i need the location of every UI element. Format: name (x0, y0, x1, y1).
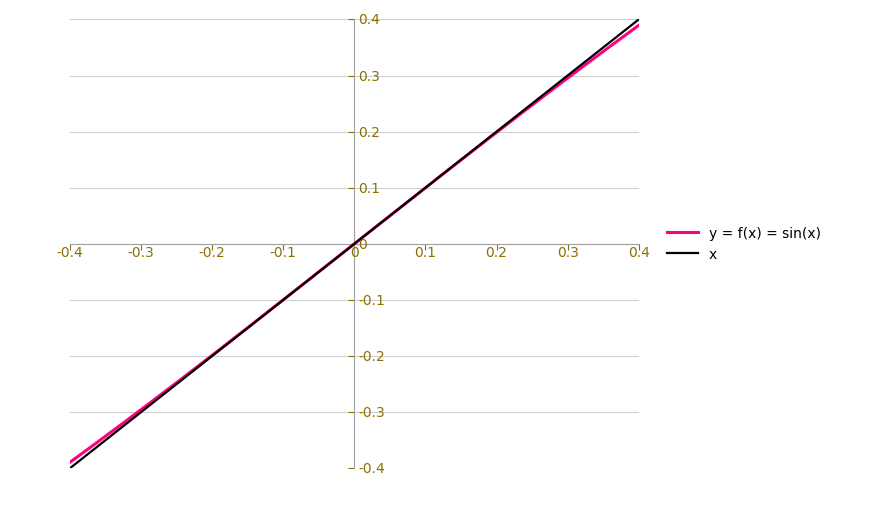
Legend: y = f(x) = sin(x), x: y = f(x) = sin(x), x (662, 221, 826, 267)
Text: 0.1: 0.1 (358, 181, 380, 195)
x (295, 284, 305, 290)
Text: -0.4: -0.4 (358, 461, 385, 475)
Text: 0: 0 (350, 246, 359, 260)
Text: 0.3: 0.3 (358, 69, 380, 83)
Line: x: x (70, 20, 639, 468)
Text: -0.1: -0.1 (358, 293, 385, 307)
Text: 0.1: 0.1 (415, 246, 437, 260)
x (123, 419, 133, 426)
y = f(x) = sin(x) (508, 117, 519, 123)
Text: -0.4: -0.4 (57, 246, 83, 260)
x (315, 268, 326, 274)
y = f(x) = sin(x) (315, 268, 326, 274)
y = f(x) = sin(x) (519, 109, 529, 115)
x (65, 465, 75, 471)
Text: -0.2: -0.2 (358, 349, 385, 363)
x (508, 116, 519, 122)
y = f(x) = sin(x) (455, 158, 466, 164)
Text: -0.1: -0.1 (270, 246, 297, 260)
y = f(x) = sin(x) (123, 416, 133, 422)
y = f(x) = sin(x) (295, 284, 305, 290)
Line: y = f(x) = sin(x): y = f(x) = sin(x) (70, 26, 639, 462)
y = f(x) = sin(x) (65, 459, 75, 465)
Text: -0.3: -0.3 (358, 405, 385, 419)
y = f(x) = sin(x) (634, 23, 644, 30)
Text: 0.2: 0.2 (486, 246, 508, 260)
x (634, 17, 644, 23)
Text: -0.3: -0.3 (128, 246, 155, 260)
Text: -0.2: -0.2 (199, 246, 226, 260)
x (455, 158, 466, 164)
Text: 0.4: 0.4 (358, 13, 380, 27)
Text: 0: 0 (358, 237, 367, 251)
Text: 0.4: 0.4 (628, 246, 649, 260)
Text: 0.2: 0.2 (358, 125, 380, 139)
x (519, 108, 529, 114)
Text: 0.3: 0.3 (556, 246, 578, 260)
